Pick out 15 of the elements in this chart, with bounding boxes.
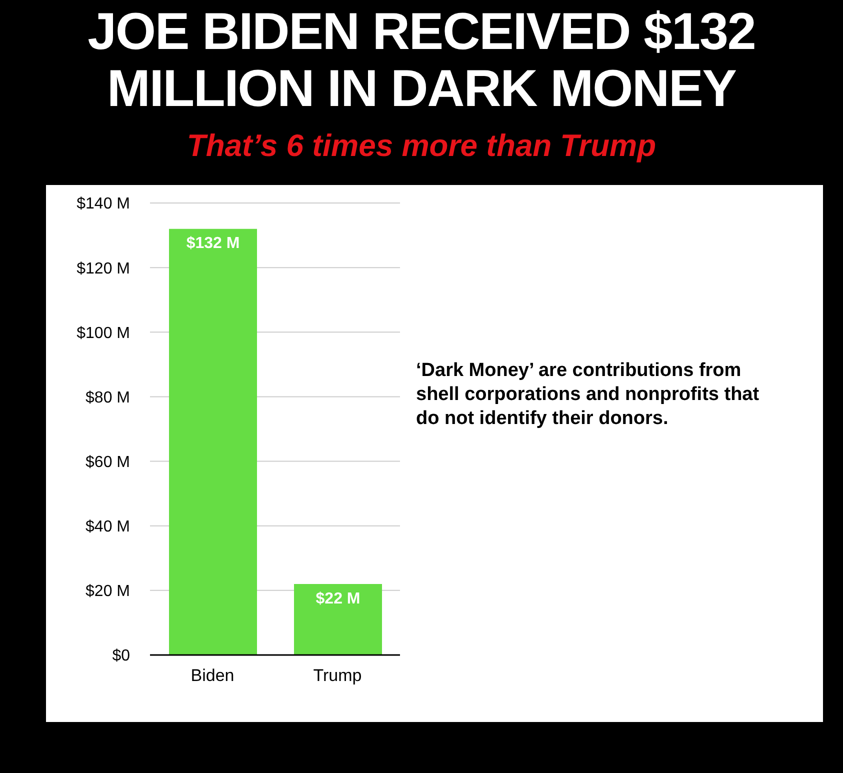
data-label: $22 M: [316, 590, 360, 608]
x-tick-label: Trump: [313, 666, 362, 686]
x-tick-label: Biden: [190, 666, 234, 686]
y-tick-label: $60 M: [86, 454, 130, 471]
y-tick-label: $100 M: [76, 324, 130, 342]
data-label: $132 M: [186, 235, 240, 252]
y-tick-label: $120 M: [76, 260, 130, 278]
y-tick-label: $0: [112, 648, 130, 665]
y-tick-label: $40 M: [86, 518, 130, 536]
chart-title: JOE BIDEN RECEIVED $132 MILLION IN DARK MONEY: [86, 3, 756, 118]
text: ‘Dark Money’ are contributions from shell corporations and nonprofits that do not identify their donors.: [416, 359, 760, 431]
chart-subtitle: That’s 6 times more than Trump: [186, 128, 658, 164]
y-tick-label: $80 M: [86, 389, 130, 406]
y-tick-label: $20 M: [86, 583, 130, 600]
y-tick-label: $140 M: [76, 196, 130, 213]
